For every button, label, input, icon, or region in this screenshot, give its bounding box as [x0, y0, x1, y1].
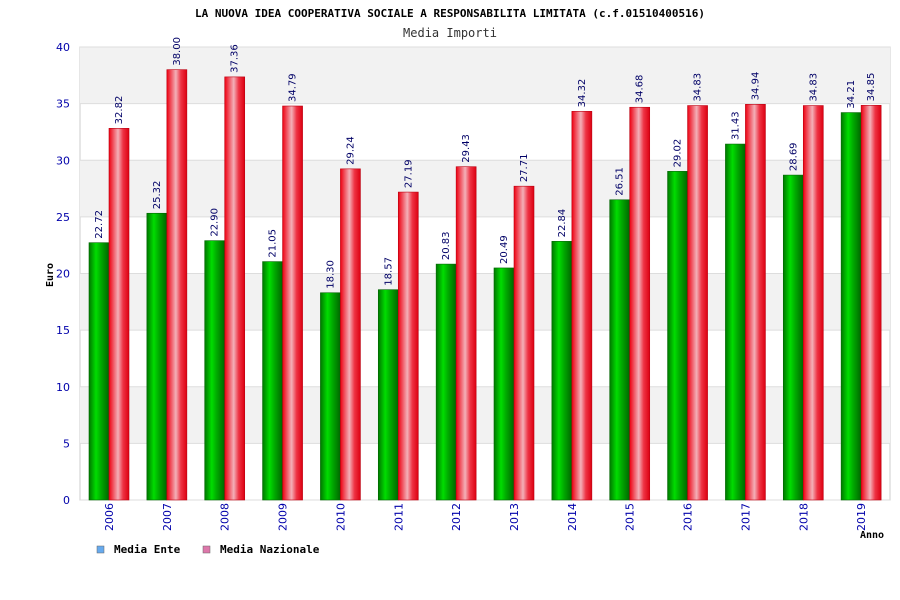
y-tick-label: 30: [56, 154, 70, 167]
y-tick-label: 0: [63, 494, 70, 507]
bar-media-nazionale-2011: [397, 191, 419, 501]
legend-swatch-media-ente: [96, 545, 105, 554]
value-label: 27.71: [519, 154, 530, 183]
x-tick-label: 2010: [334, 503, 347, 531]
chart-subtitle: Media Importi: [403, 26, 497, 40]
value-label: 34.32: [577, 79, 588, 108]
grid-band: [80, 273, 890, 331]
value-label: 27.19: [403, 159, 414, 188]
x-tick-label: 2017: [739, 503, 752, 531]
value-label: 38.00: [172, 37, 183, 66]
value-label: 20.83: [441, 231, 452, 260]
x-tick-label: 2014: [566, 503, 579, 531]
x-tick-label: 2015: [624, 503, 637, 531]
x-tick-label: 2009: [277, 503, 290, 531]
value-label: 18.30: [325, 260, 336, 289]
x-tick-label: 2016: [682, 503, 695, 531]
value-label: 32.82: [114, 96, 125, 125]
value-label: 37.36: [230, 44, 241, 73]
value-label: 29.24: [345, 136, 356, 165]
bar-media-ente-2017: [725, 143, 746, 501]
y-axis-ticks: 0 5 10 15 20 25 30 35 40: [56, 41, 70, 507]
bar-media-nazionale-2013: [513, 185, 535, 501]
value-label: 34.68: [635, 75, 646, 104]
x-tick-label: 2012: [450, 503, 463, 531]
x-tick-label: 2006: [103, 503, 116, 531]
bar-media-nazionale-2008: [224, 76, 246, 501]
value-label: 34.21: [846, 80, 857, 109]
grid-band: [80, 386, 890, 444]
legend-label-media-nazionale: Media Nazionale: [220, 543, 320, 556]
bar-media-ente-2018: [782, 174, 804, 501]
value-label: 34.83: [808, 73, 819, 102]
x-axis-ticks: 2006 2007 2008 2009 2010 2011 2012 2013 2014 2015…: [103, 503, 868, 531]
bar-media-nazionale-2015: [629, 106, 651, 501]
value-label: 22.90: [210, 208, 221, 237]
value-label: 29.43: [461, 134, 472, 163]
bar-media-nazionale-2007: [166, 69, 188, 501]
y-tick-label: 40: [56, 41, 70, 54]
bar-media-ente-2012: [435, 263, 457, 501]
x-tick-label: 2013: [508, 503, 521, 531]
chart-title: LA NUOVA IDEA COOPERATIVA SOCIALE A RESP…: [195, 7, 705, 20]
value-label: 26.51: [615, 167, 626, 196]
value-label: 34.85: [866, 73, 877, 102]
bar-media-ente-2014: [551, 241, 573, 501]
value-label: 20.49: [499, 235, 510, 264]
y-tick-label: 15: [56, 324, 70, 337]
y-axis-label: Euro: [45, 263, 56, 287]
bars: [88, 69, 882, 501]
bar-media-nazionale-2018: [802, 105, 824, 501]
bar-media-ente-2010: [320, 292, 341, 501]
y-tick-label: 5: [63, 437, 70, 450]
value-label: 28.69: [788, 142, 799, 171]
bar-media-nazionale-2010: [340, 168, 361, 501]
y-tick-label: 20: [56, 268, 70, 281]
value-label: 34.94: [750, 72, 761, 101]
value-label: 29.02: [673, 139, 684, 168]
x-tick-label: 2008: [219, 503, 232, 531]
y-tick-label: 25: [56, 211, 70, 224]
bar-media-ente-2013: [493, 267, 515, 501]
bar-media-nazionale-2006: [108, 128, 130, 501]
y-tick-label: 10: [56, 381, 70, 394]
bar-media-nazionale-2017: [745, 104, 766, 501]
x-tick-label: 2018: [797, 503, 810, 531]
value-labels: 22.72 32.82 25.32 38.00 22.90 37.36 21.05 34.79…: [94, 37, 877, 289]
x-tick-label: 2007: [161, 503, 174, 531]
bar-media-ente-2015: [609, 199, 631, 501]
bar-media-ente-2007: [146, 212, 168, 501]
y-tick-label: 35: [56, 98, 70, 111]
grid-band: [80, 160, 890, 217]
bar-media-nazionale-2019: [860, 105, 882, 501]
value-label: 21.05: [268, 229, 279, 258]
value-label: 25.32: [152, 181, 163, 210]
grid-band: [80, 47, 890, 104]
value-label: 34.79: [288, 73, 299, 102]
bar-media-ente-2006: [88, 242, 110, 501]
bar-media-ente-2019: [840, 112, 862, 501]
value-label: 22.84: [557, 209, 568, 238]
bar-media-nazionale-2009: [282, 105, 303, 501]
value-label: 34.83: [693, 73, 704, 102]
bar-media-ente-2016: [667, 171, 688, 501]
legend-swatch-media-nazionale: [202, 545, 211, 554]
bar-media-ente-2009: [262, 261, 283, 501]
bar-media-ente-2011: [377, 289, 399, 501]
bar-media-ente-2008: [204, 240, 226, 501]
legend-label-media-ente: Media Ente: [114, 543, 181, 556]
value-label: 22.72: [94, 210, 105, 239]
bar-media-nazionale-2016: [687, 105, 708, 501]
value-label: 18.57: [383, 257, 394, 286]
x-tick-label: 2019: [855, 503, 868, 531]
bar-media-nazionale-2012: [455, 166, 477, 501]
legend: Media Ente Media Nazionale: [96, 543, 320, 556]
x-axis-label: Anno: [860, 530, 884, 541]
x-tick-label: 2011: [392, 503, 405, 531]
bar-media-nazionale-2014: [571, 111, 593, 501]
value-label: 31.43: [730, 111, 741, 140]
